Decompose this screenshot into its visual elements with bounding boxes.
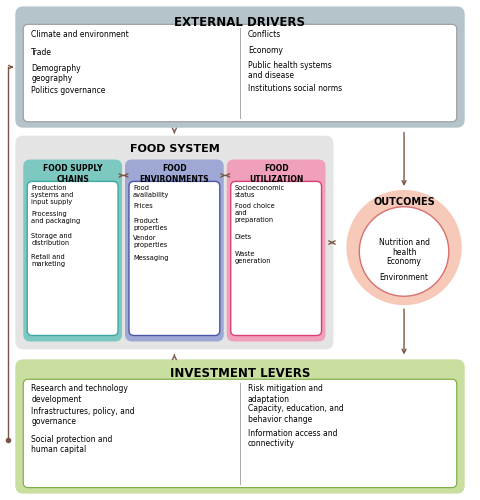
Text: FOOD
UTILIZATION: FOOD UTILIZATION bbox=[249, 164, 303, 184]
Text: Environment: Environment bbox=[380, 274, 429, 282]
FancyBboxPatch shape bbox=[15, 136, 334, 350]
Text: Socioeconomic
status: Socioeconomic status bbox=[235, 186, 285, 198]
Circle shape bbox=[360, 207, 449, 296]
FancyBboxPatch shape bbox=[27, 182, 118, 336]
Text: FOOD SUPPLY
CHAINS: FOOD SUPPLY CHAINS bbox=[43, 164, 102, 184]
FancyBboxPatch shape bbox=[15, 6, 465, 128]
FancyBboxPatch shape bbox=[15, 360, 465, 494]
Text: Capacity, education, and
behavior change: Capacity, education, and behavior change bbox=[248, 404, 344, 423]
Text: FOOD SYSTEM: FOOD SYSTEM bbox=[130, 144, 219, 154]
Text: FOOD
ENVIRONMENTS: FOOD ENVIRONMENTS bbox=[140, 164, 209, 184]
Text: Diets: Diets bbox=[235, 234, 252, 240]
Text: Research and technology
development: Research and technology development bbox=[31, 384, 128, 404]
Text: Prices: Prices bbox=[133, 204, 153, 210]
FancyBboxPatch shape bbox=[125, 160, 224, 342]
Text: Messaging: Messaging bbox=[133, 255, 168, 261]
FancyBboxPatch shape bbox=[23, 379, 457, 488]
FancyBboxPatch shape bbox=[129, 182, 220, 336]
Text: Product
properties: Product properties bbox=[133, 218, 167, 231]
Text: Demography
geography: Demography geography bbox=[31, 64, 81, 84]
Text: Information access and
connectivity: Information access and connectivity bbox=[248, 429, 337, 448]
Circle shape bbox=[347, 190, 462, 305]
FancyBboxPatch shape bbox=[231, 182, 322, 336]
Text: Economy: Economy bbox=[386, 258, 421, 266]
Text: Waste
generation: Waste generation bbox=[235, 251, 271, 264]
Text: Public health systems
and disease: Public health systems and disease bbox=[248, 61, 332, 80]
Text: Social protection and
human capital: Social protection and human capital bbox=[31, 435, 113, 454]
Text: Risk mitigation and
adaptation: Risk mitigation and adaptation bbox=[248, 384, 323, 404]
Text: Conflicts: Conflicts bbox=[248, 30, 281, 40]
FancyBboxPatch shape bbox=[23, 24, 457, 122]
Text: OUTCOMES: OUTCOMES bbox=[373, 197, 435, 207]
Text: Processing
and packaging: Processing and packaging bbox=[31, 211, 81, 224]
Text: INVESTMENT LEVERS: INVESTMENT LEVERS bbox=[170, 368, 310, 380]
Text: Politics governance: Politics governance bbox=[31, 86, 106, 95]
Text: Climate and environment: Climate and environment bbox=[31, 30, 129, 40]
FancyBboxPatch shape bbox=[23, 160, 122, 342]
Text: Trade: Trade bbox=[31, 48, 52, 57]
Text: Vendor
properties: Vendor properties bbox=[133, 235, 167, 248]
FancyBboxPatch shape bbox=[227, 160, 325, 342]
Text: Nutrition and
health: Nutrition and health bbox=[379, 238, 430, 257]
Text: Infrastructures, policy, and
governance: Infrastructures, policy, and governance bbox=[31, 407, 135, 426]
Text: Food choice
and
preparation: Food choice and preparation bbox=[235, 204, 275, 224]
Text: Food
availability: Food availability bbox=[133, 186, 169, 198]
Text: Retail and
marketing: Retail and marketing bbox=[31, 254, 65, 267]
Text: Institutions social norms: Institutions social norms bbox=[248, 84, 342, 93]
Text: Production
systems and
input supply: Production systems and input supply bbox=[31, 186, 73, 206]
Text: EXTERNAL DRIVERS: EXTERNAL DRIVERS bbox=[175, 16, 305, 30]
Text: Economy: Economy bbox=[248, 46, 283, 55]
Text: Storage and
distribution: Storage and distribution bbox=[31, 233, 72, 246]
